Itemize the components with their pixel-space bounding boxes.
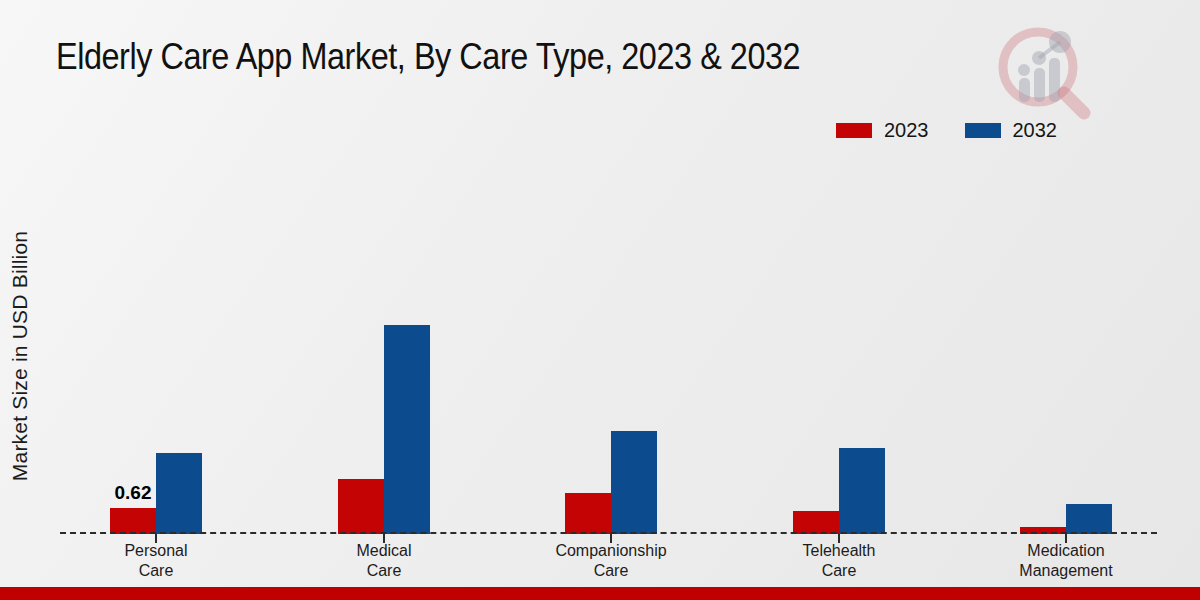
footer-accent-stripe <box>0 587 1200 600</box>
bar-2032-telehealth-care <box>839 448 885 534</box>
chart-canvas: Elderly Care App Market, By Care Type, 2… <box>0 0 1200 600</box>
category-label-personal-care: Personal Care <box>64 541 248 582</box>
category-label-medication-management: Medication Management <box>974 541 1158 582</box>
magnifier-handle-icon <box>1064 93 1084 113</box>
bar-2023-telehealth-care <box>793 511 839 534</box>
bar-2023-medical-care <box>338 479 384 534</box>
bar-value-label: 0.62 <box>107 482 159 504</box>
category-label-companionship-care: Companionship Care <box>519 541 703 582</box>
category-label-telehealth-care: Telehealth Care <box>747 541 931 582</box>
bar-2032-companionship-care <box>611 431 657 534</box>
bar-2032-personal-care <box>156 453 202 534</box>
watermark-logo <box>988 22 1098 120</box>
bar-2032-medical-care <box>384 325 430 534</box>
category-label-medical-care: Medical Care <box>292 541 476 582</box>
x-axis-baseline <box>60 532 1157 534</box>
bar-2023-companionship-care <box>565 493 611 534</box>
bar-2032-medication-management <box>1066 504 1112 534</box>
bar-2023-personal-care <box>110 508 156 534</box>
